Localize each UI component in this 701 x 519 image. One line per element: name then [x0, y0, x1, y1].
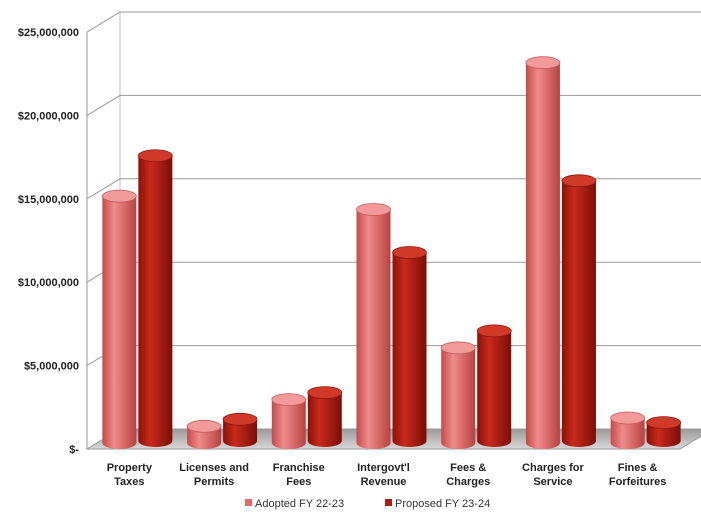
x-tick-label: Fines & Forfeitures — [609, 462, 666, 488]
bar-body — [271, 399, 306, 449]
bar-body — [138, 155, 173, 447]
bar-body — [187, 426, 222, 449]
bar-proposed — [476, 324, 512, 447]
bar-top — [137, 149, 173, 163]
legend-swatch — [245, 499, 252, 506]
x-tick-label: Franchise Fees — [273, 462, 325, 488]
bar-adopted — [610, 411, 646, 449]
bar-body — [356, 209, 391, 449]
bar-proposed — [646, 416, 682, 447]
bar-body — [646, 422, 681, 447]
bar-adopted — [271, 393, 307, 449]
bar-body — [477, 330, 512, 447]
bar-top — [561, 174, 597, 188]
bar-adopted — [101, 189, 137, 449]
bar-proposed — [392, 246, 427, 447]
bar-top — [440, 341, 476, 355]
bar-top — [646, 416, 682, 430]
bar-top — [356, 203, 391, 216]
legend-label: Adopted FY 22-23 — [255, 498, 344, 510]
bar-proposed — [307, 386, 343, 447]
legend-item: Adopted FY 22-23 — [245, 498, 344, 510]
bar-top — [476, 324, 512, 338]
bar-top — [307, 386, 343, 400]
bar-body — [525, 62, 560, 450]
x-tick-label: Intergovt'l Revenue — [357, 462, 410, 488]
bar-body — [102, 196, 137, 449]
x-tick-label: Licenses and Permits — [179, 462, 249, 488]
bar-proposed — [222, 412, 258, 447]
y-axis: $- $5,000,000 $10,000,000 $15,000,000 $20,00… — [18, 27, 88, 456]
bar-body — [441, 347, 476, 449]
bar-top — [101, 189, 137, 203]
legend: Adopted FY 22-23 Proposed FY 23-24 — [245, 498, 490, 510]
x-tick-label: Property Taxes — [107, 462, 153, 488]
gridline — [86, 178, 701, 200]
legend-swatch — [385, 499, 392, 506]
bar-adopted — [186, 419, 222, 449]
bar-top — [222, 412, 258, 426]
y-tick-label: $5,000,000 — [24, 361, 79, 373]
gridline — [86, 11, 701, 33]
gridline — [86, 94, 701, 116]
bar-body — [392, 252, 427, 447]
bars-layer — [101, 56, 682, 450]
bar-body — [561, 180, 596, 448]
bar-top — [271, 393, 307, 407]
bar-adopted — [525, 56, 561, 450]
bar-top — [392, 246, 427, 259]
bar-proposed — [137, 149, 173, 447]
bar-top — [186, 419, 222, 433]
x-tick-label: Charges for Service — [522, 462, 584, 488]
bar-body — [223, 419, 258, 447]
bar-top — [525, 56, 561, 70]
bar-proposed — [561, 174, 597, 448]
y-tick-label: $15,000,000 — [18, 194, 79, 206]
x-axis: Property Taxes Licenses and Permits Franchis… — [107, 462, 667, 488]
x-tick-label: Fees & Charges — [446, 462, 490, 488]
bar-body — [307, 392, 342, 447]
y-tick-label: $25,000,000 — [18, 27, 79, 39]
bar-body — [610, 417, 645, 449]
y-tick-label: $10,000,000 — [18, 277, 79, 289]
legend-label: Proposed FY 23-24 — [395, 498, 490, 510]
bar-adopted — [440, 341, 476, 449]
y-tick-label: $20,000,000 — [18, 110, 79, 122]
bar-top — [610, 411, 646, 425]
bar-adopted — [356, 203, 391, 449]
legend-item: Proposed FY 23-24 — [385, 498, 490, 510]
y-tick-label: $- — [69, 444, 79, 456]
